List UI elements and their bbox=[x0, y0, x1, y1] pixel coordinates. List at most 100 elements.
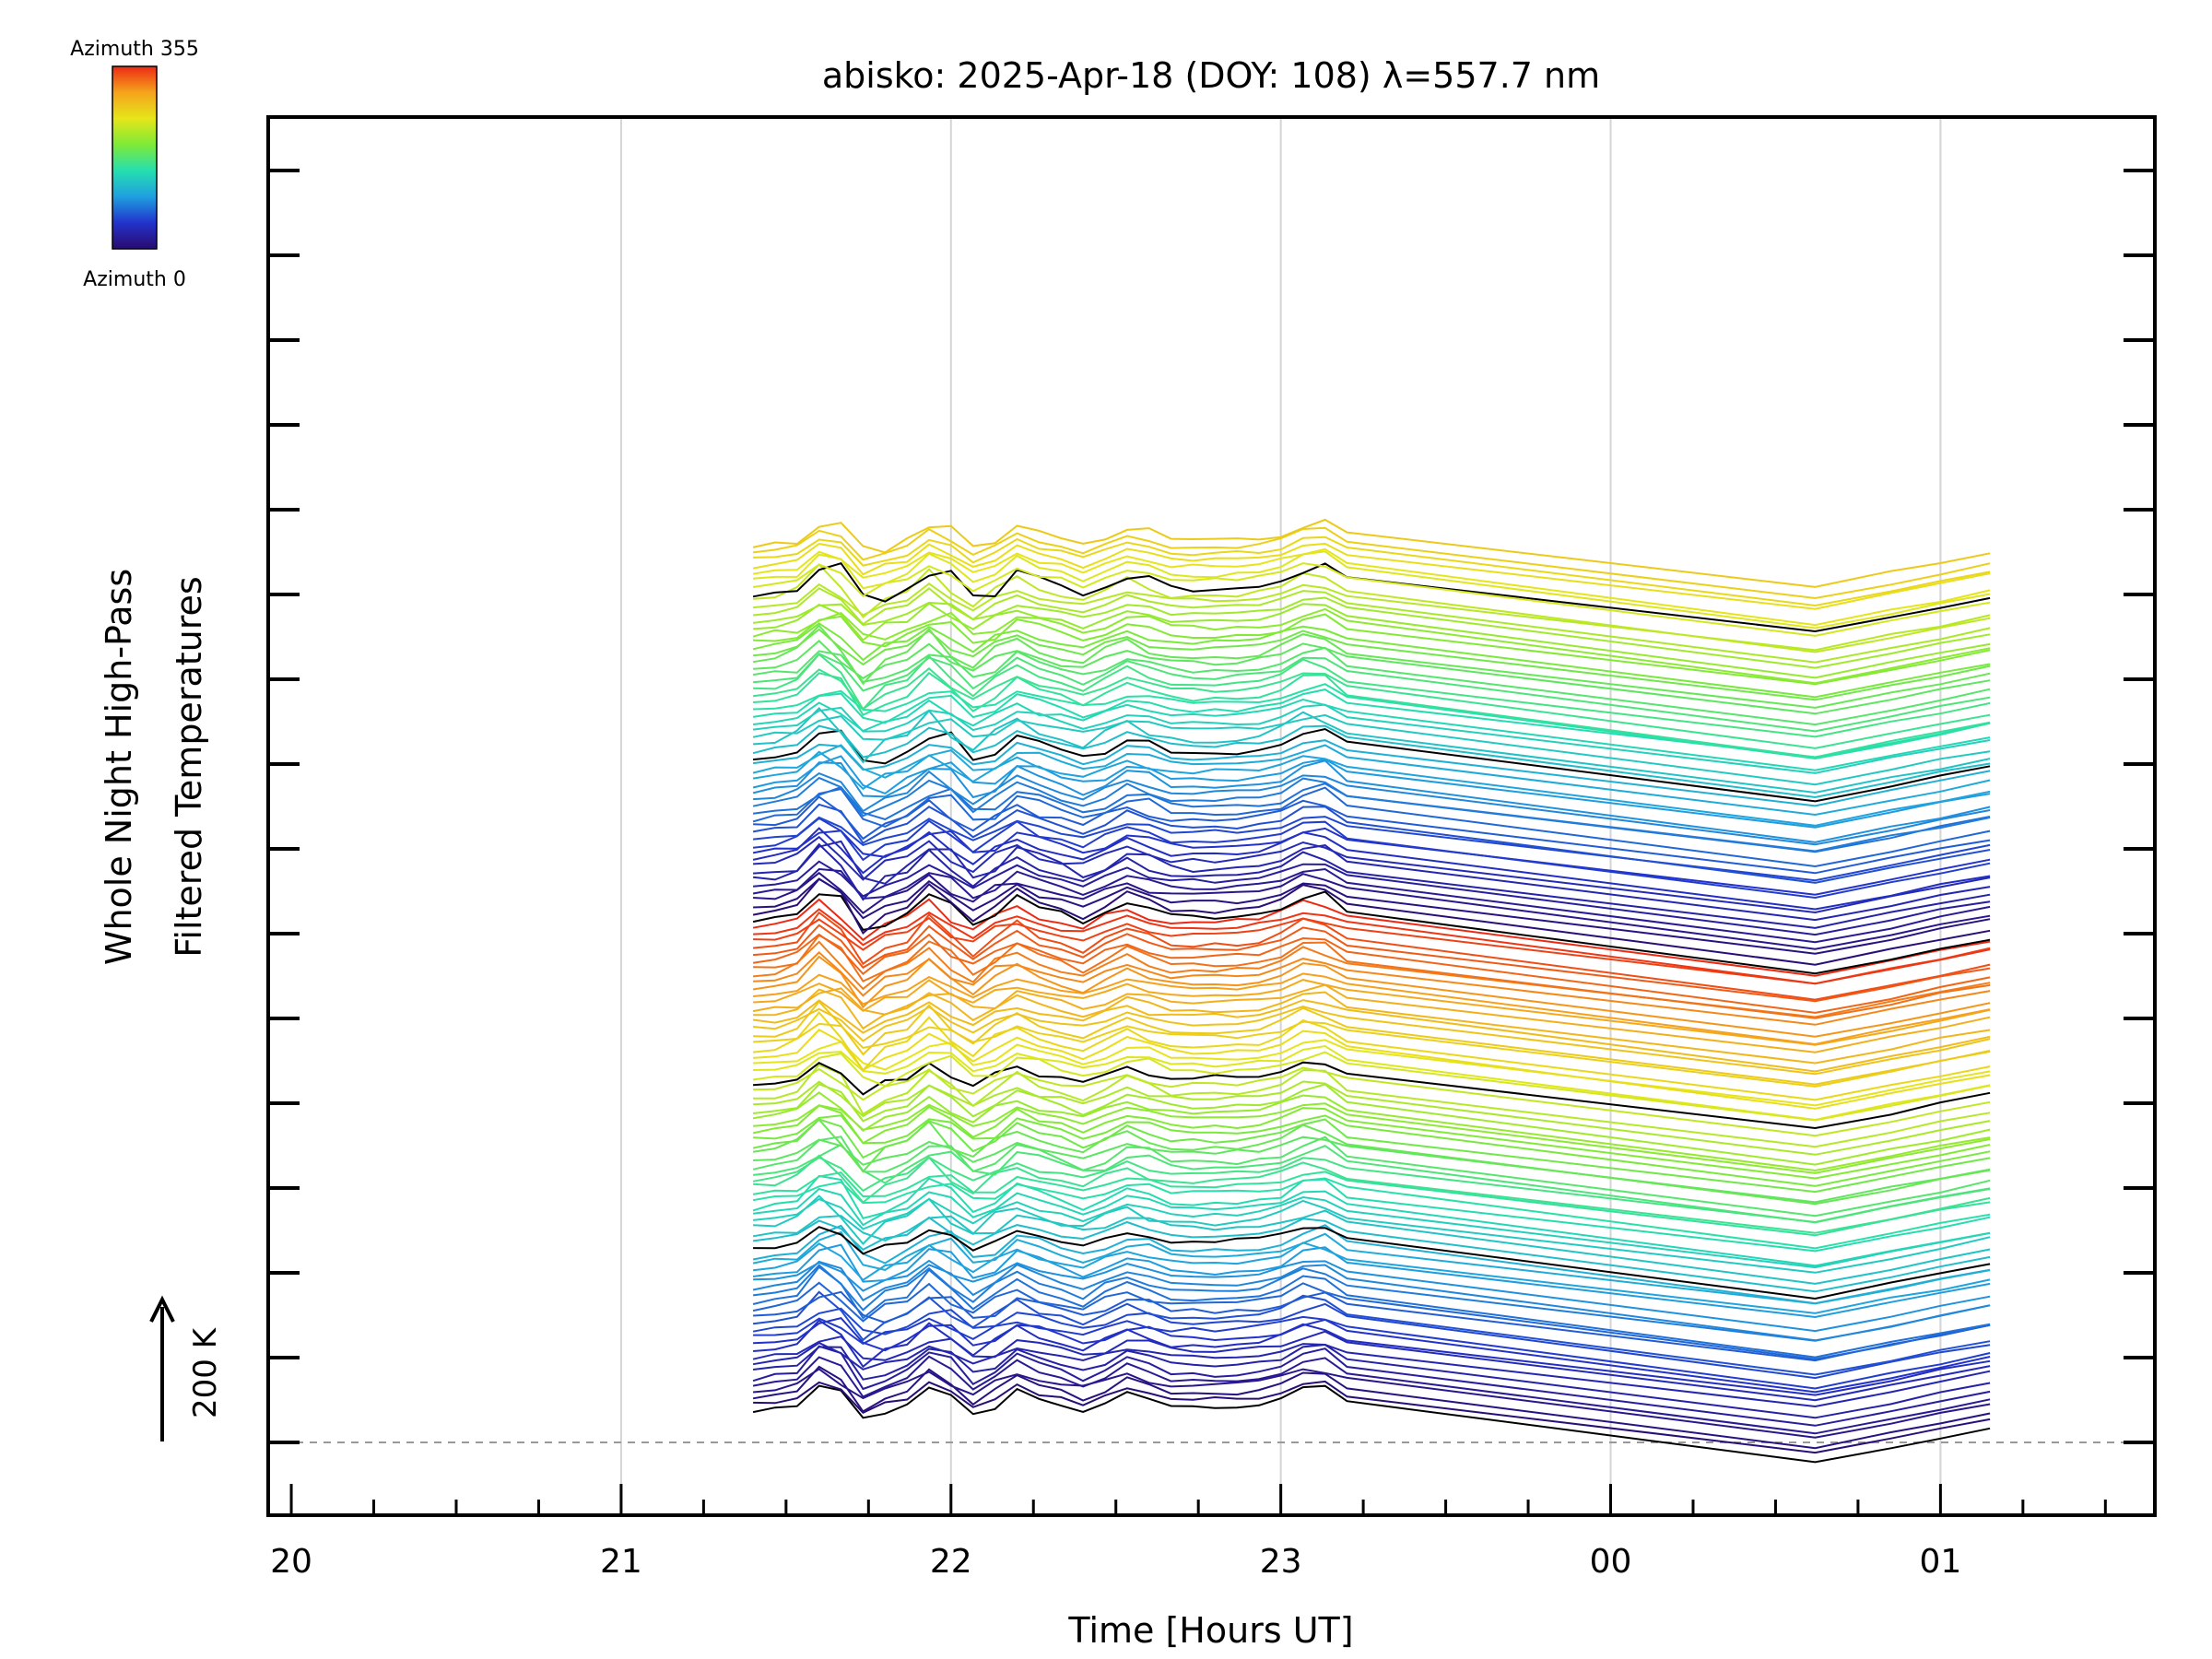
series-line bbox=[753, 988, 1991, 1065]
series-line bbox=[753, 795, 1991, 875]
series-line bbox=[752, 562, 1991, 637]
series-line bbox=[753, 916, 1991, 985]
series-line bbox=[753, 1226, 1991, 1300]
series-line bbox=[753, 640, 1991, 715]
series-line bbox=[752, 999, 1991, 1073]
series-line bbox=[752, 622, 1991, 699]
series-line bbox=[753, 602, 1991, 679]
series-line bbox=[753, 683, 1991, 760]
series-line bbox=[752, 596, 1991, 669]
series-line bbox=[752, 1281, 1991, 1360]
y-axis-ticks bbox=[268, 169, 2155, 1444]
series-line bbox=[753, 979, 1991, 1046]
series-line bbox=[752, 1118, 1991, 1206]
series-line bbox=[753, 877, 1991, 955]
series-line bbox=[753, 940, 1991, 1018]
series-lines bbox=[752, 518, 1991, 1464]
colorbar: Azimuth 355 Azimuth 0 bbox=[70, 38, 199, 291]
series-line bbox=[752, 1241, 1991, 1314]
series-line bbox=[752, 867, 1991, 944]
series-line bbox=[753, 835, 1991, 914]
series-line bbox=[752, 1384, 1991, 1464]
series-line bbox=[752, 1216, 1991, 1293]
series-line bbox=[753, 1316, 1991, 1394]
y-axis-label-line2: Filtered Temperatures bbox=[169, 576, 209, 957]
series-line bbox=[752, 1091, 1991, 1172]
series-line bbox=[753, 1114, 1991, 1187]
x-tick-label: 23 bbox=[1260, 1543, 1302, 1581]
series-line bbox=[752, 1143, 1991, 1224]
series-line bbox=[753, 1029, 1991, 1110]
scale-bar-label: 200 K bbox=[187, 1326, 224, 1418]
series-line bbox=[752, 624, 1991, 709]
series-line bbox=[752, 842, 1991, 929]
series-line bbox=[752, 1345, 1991, 1427]
series-line bbox=[752, 1330, 1991, 1402]
series-line bbox=[752, 1290, 1991, 1376]
series-line bbox=[752, 1104, 1991, 1180]
series-line bbox=[752, 1264, 1991, 1342]
series-line bbox=[753, 1006, 1991, 1076]
series-line bbox=[752, 646, 1991, 726]
colorbar-gradient bbox=[112, 65, 158, 250]
series-line bbox=[753, 1135, 1991, 1204]
series-line bbox=[752, 1365, 1991, 1450]
colorbar-max-label: Azimuth 355 bbox=[70, 38, 199, 61]
series-line bbox=[752, 776, 1991, 853]
series-line bbox=[752, 877, 1991, 966]
series-line bbox=[752, 587, 1991, 664]
x-tick-label: 20 bbox=[270, 1543, 312, 1581]
series-line bbox=[753, 628, 1991, 701]
series-line bbox=[752, 607, 1991, 685]
series-line bbox=[753, 908, 1991, 985]
series-line bbox=[752, 898, 1991, 977]
colorbar-min-label: Azimuth 0 bbox=[83, 268, 186, 291]
series-line bbox=[752, 786, 1991, 868]
series-line bbox=[752, 983, 1991, 1053]
scale-bar: 200 K bbox=[149, 1295, 224, 1441]
series-line bbox=[753, 1080, 1991, 1156]
series-line bbox=[752, 911, 1991, 1001]
series-line bbox=[752, 1051, 1991, 1122]
series-line bbox=[753, 563, 1991, 653]
series-line bbox=[753, 770, 1991, 846]
series-line bbox=[752, 713, 1991, 786]
series-line bbox=[753, 934, 1991, 1019]
series-line bbox=[753, 613, 1991, 686]
series-line bbox=[752, 1230, 1991, 1305]
x-tick-label: 01 bbox=[1919, 1543, 1961, 1581]
x-tick-label: 22 bbox=[930, 1543, 972, 1581]
x-tick-label: 00 bbox=[1590, 1543, 1632, 1581]
series-line bbox=[752, 1341, 1991, 1408]
series-line bbox=[753, 535, 1991, 607]
series-line bbox=[752, 542, 1991, 610]
x-tick-label: 21 bbox=[600, 1543, 642, 1581]
series-line bbox=[753, 951, 1991, 1026]
y-axis-label-line1: Whole Night High-Pass bbox=[99, 569, 139, 965]
series-line bbox=[752, 688, 1991, 759]
series-line bbox=[753, 1066, 1991, 1137]
series-line bbox=[752, 739, 1991, 807]
series-line bbox=[753, 1000, 1991, 1086]
series-line bbox=[752, 750, 1991, 827]
series-line bbox=[753, 1380, 1991, 1454]
chart-title: abisko: 2025-Apr-18 (DOY: 108) λ=557.7 n… bbox=[822, 55, 1600, 96]
series-line bbox=[752, 744, 1991, 817]
series-line bbox=[753, 871, 1991, 950]
series-line bbox=[752, 518, 1991, 588]
series-line bbox=[752, 1209, 1991, 1285]
series-line bbox=[753, 653, 1991, 733]
series-line bbox=[752, 1083, 1991, 1166]
y-axis-label: Whole Night High-Pass Filtered Temperatu… bbox=[99, 569, 209, 965]
series-line bbox=[752, 759, 1991, 843]
series-line bbox=[752, 1177, 1991, 1250]
scale-bar-arrowhead bbox=[149, 1295, 175, 1323]
series-line bbox=[752, 955, 1991, 1038]
series-line bbox=[752, 827, 1991, 911]
series-line bbox=[753, 1044, 1991, 1122]
series-line bbox=[753, 840, 1991, 922]
series-line bbox=[753, 1319, 1991, 1396]
series-line bbox=[752, 1171, 1991, 1237]
series-line bbox=[753, 1154, 1991, 1234]
